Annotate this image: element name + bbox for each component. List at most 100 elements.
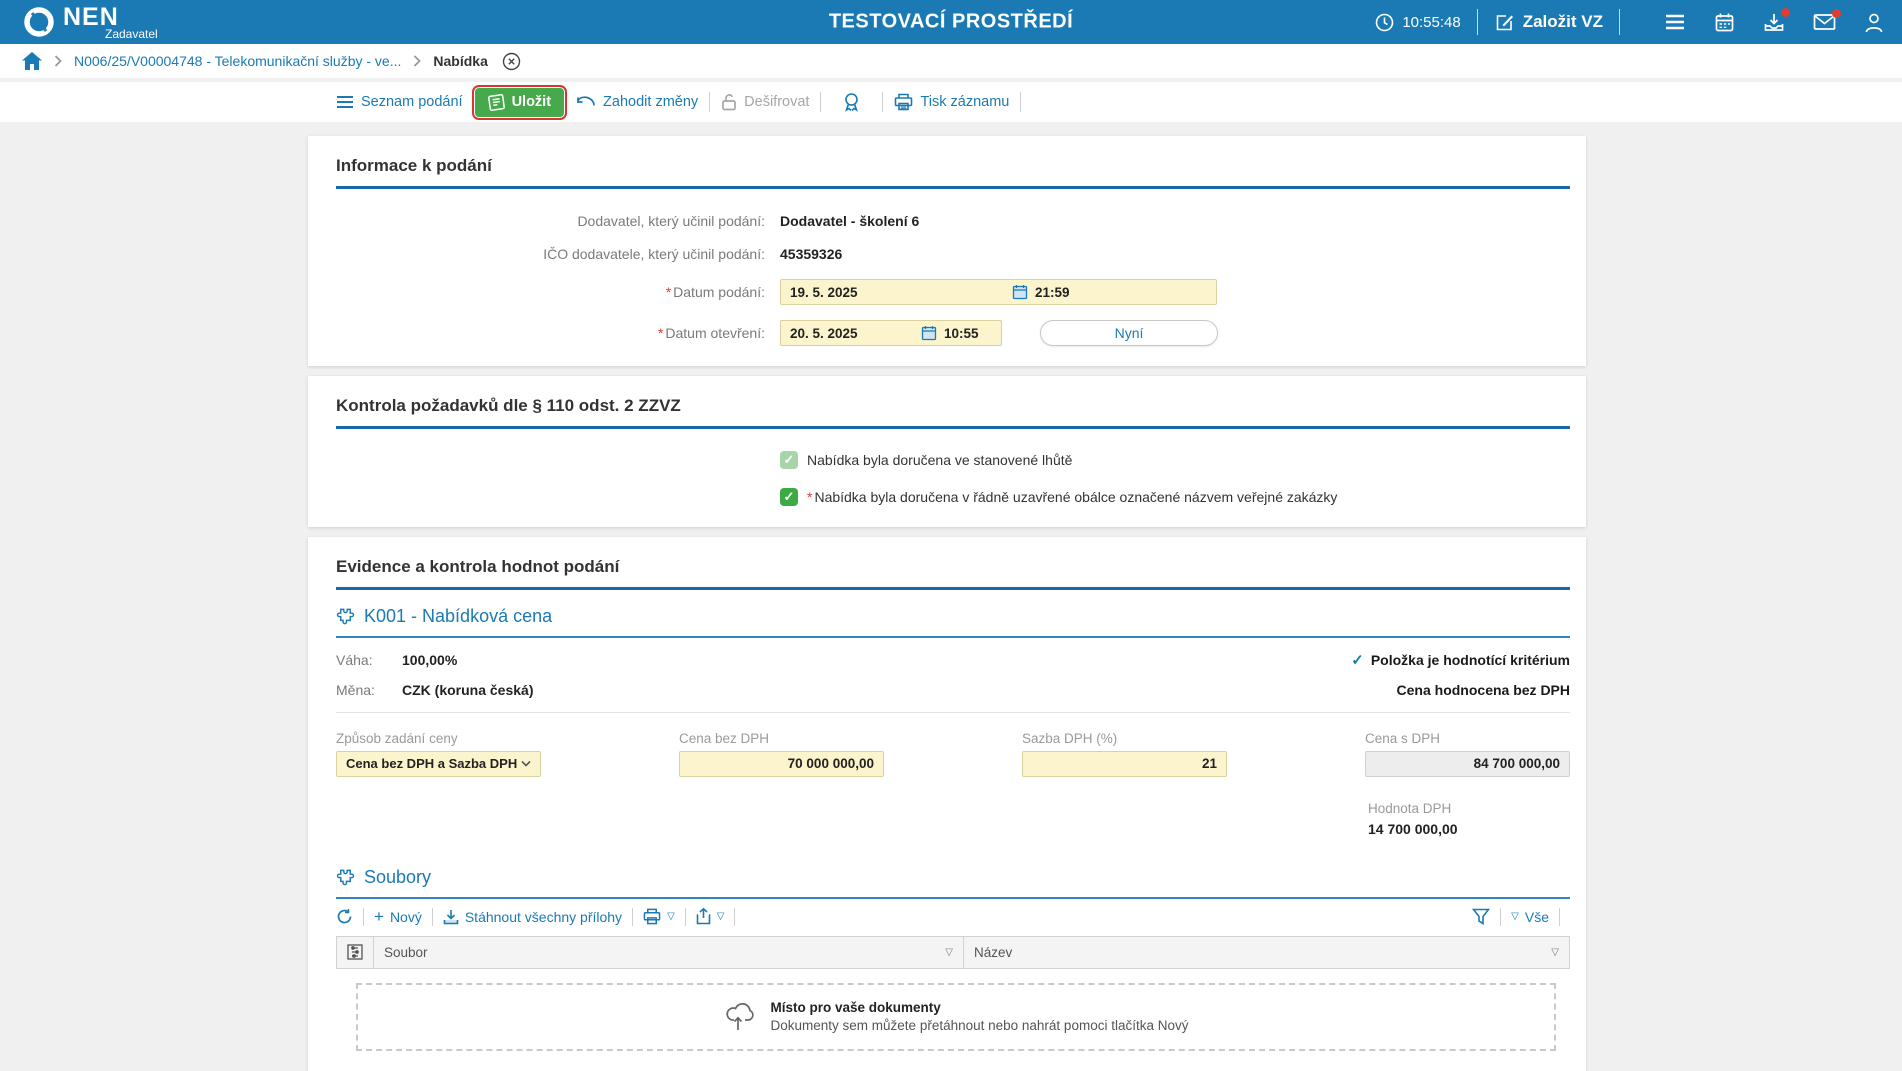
datum-podani-label: * Datum podání: bbox=[665, 284, 765, 300]
user-icon[interactable] bbox=[1864, 12, 1884, 33]
toolbar-divider bbox=[684, 907, 686, 926]
datum-otevreni-date-input[interactable]: 20. 5. 2025 bbox=[790, 325, 858, 341]
cena-bez-dph-input[interactable]: 70 000 000,00 bbox=[679, 750, 884, 777]
seznam-podani-button[interactable]: Seznam podání bbox=[336, 94, 463, 110]
datum-podani-date-input[interactable]: 19. 5. 2025 bbox=[790, 284, 858, 300]
brand-name: NEN bbox=[63, 2, 119, 31]
close-tab-icon[interactable] bbox=[502, 52, 521, 71]
menu-icon[interactable] bbox=[1664, 13, 1686, 31]
header-divider bbox=[1476, 9, 1478, 35]
column-settings-button[interactable] bbox=[337, 936, 374, 968]
dropdown-triangle-icon: ▽ bbox=[667, 911, 675, 923]
required-marker: * bbox=[665, 284, 672, 300]
view-all-filter[interactable]: ▽ Vše bbox=[1511, 909, 1549, 925]
datum-otevreni-field[interactable]: 20. 5. 2025 10:55 bbox=[780, 320, 1002, 346]
kontrola-section-title: Kontrola požadavků dle § 110 odst. 2 ZZV… bbox=[336, 396, 681, 415]
required-marker: * bbox=[807, 488, 813, 505]
create-vz-button[interactable]: Založit VZ bbox=[1494, 12, 1603, 33]
calendar-picker-icon[interactable] bbox=[921, 325, 937, 341]
datum-podani-time-input[interactable]: 21:59 bbox=[1035, 284, 1070, 300]
column-filter-icon[interactable]: ▽ bbox=[1551, 946, 1559, 958]
files-table-header: Soubor ▽ Název ▽ bbox=[336, 935, 1570, 969]
save-label: Uložit bbox=[511, 94, 552, 110]
sazba-dph-input[interactable]: 21 bbox=[1022, 750, 1227, 777]
ico-value: 45359326 bbox=[780, 246, 843, 262]
nen-logo[interactable]: NEN Zadavatel bbox=[22, 2, 158, 40]
column-header-soubor[interactable]: Soubor ▽ bbox=[374, 936, 964, 968]
header-divider bbox=[1619, 9, 1620, 35]
mena-label: Měna: bbox=[336, 681, 375, 698]
check1-label: Nabídka byla doručena ve stanovené lhůtě bbox=[807, 452, 1073, 468]
record-toolbar: Seznam podání Uložit Zahodit změny Dešif… bbox=[0, 82, 1902, 122]
toolbar-divider bbox=[882, 92, 884, 112]
column-label: Název bbox=[974, 944, 1013, 960]
create-vz-label: Založit VZ bbox=[1522, 12, 1603, 31]
nyni-button[interactable]: Nyní bbox=[1040, 320, 1218, 346]
toolbar-divider bbox=[709, 92, 711, 112]
mena-value: CZK (koruna česká) bbox=[402, 681, 534, 698]
top-header: NEN Zadavatel TESTOVACÍ PROSTŘEDÍ 10:55:… bbox=[0, 0, 1902, 44]
column-header-nazev[interactable]: Název ▽ bbox=[964, 937, 1569, 968]
decrypt-button: Dešifrovat bbox=[721, 93, 809, 111]
mail-icon[interactable] bbox=[1813, 9, 1841, 31]
files-toolbar: + Nový Stáhnout všechny přílohy ▽ bbox=[336, 907, 1570, 926]
checkbox-sealed-envelope[interactable]: ✓ bbox=[780, 487, 798, 506]
breadcrumb-case-link[interactable]: N006/25/V00004748 - Telekomunikační služ… bbox=[74, 53, 402, 69]
file-dropzone[interactable]: Místo pro vaše dokumenty Dokumenty sem m… bbox=[356, 982, 1556, 1051]
seal-icon[interactable] bbox=[832, 92, 871, 112]
k001-subsection-header: K001 - Nabídková cena bbox=[336, 590, 1570, 638]
environment-title: TESTOVACÍ PROSTŘEDÍ bbox=[828, 10, 1074, 33]
filter-icon[interactable] bbox=[1472, 908, 1491, 926]
calendar-picker-icon[interactable] bbox=[1012, 284, 1028, 300]
soubory-title[interactable]: Soubory bbox=[364, 866, 432, 887]
inbox-download-icon[interactable] bbox=[1763, 7, 1790, 33]
download-all-label: Stáhnout všechny přílohy bbox=[464, 908, 623, 925]
info-section: Informace k podání Dodavatel, který učin… bbox=[308, 136, 1586, 366]
print-files-button[interactable]: ▽ bbox=[643, 908, 675, 925]
clock-icon bbox=[1375, 13, 1394, 32]
section-rule bbox=[336, 426, 1570, 429]
dropdown-triangle-icon: ▽ bbox=[716, 911, 725, 923]
dph-note: Cena hodnocena bez DPH bbox=[1396, 681, 1570, 698]
refresh-icon[interactable] bbox=[336, 908, 353, 925]
calendar-icon[interactable] bbox=[1714, 12, 1735, 33]
zpusob-select[interactable]: Cena bez DPH a Sazba DPH bbox=[336, 750, 541, 777]
edit-icon bbox=[1494, 12, 1515, 33]
k001-title[interactable]: K001 - Nabídková cena bbox=[364, 605, 553, 626]
save-button[interactable]: Uložit bbox=[471, 84, 568, 120]
zpusob-label: Způsob zadání ceny bbox=[336, 730, 458, 746]
home-icon[interactable] bbox=[22, 52, 42, 70]
download-all-button[interactable]: Stáhnout všechny přílohy bbox=[443, 909, 622, 925]
evidence-section: Evidence a kontrola hodnot podání K001 -… bbox=[308, 536, 1586, 1071]
checkbox-delivered-in-time: ✓ bbox=[780, 451, 798, 469]
print-record-button[interactable]: Tisk záznamu bbox=[894, 93, 1009, 111]
toolbar-divider bbox=[431, 907, 433, 926]
zpusob-selected-value: Cena bez DPH a Sazba DPH bbox=[346, 756, 518, 772]
check-icon: ✓ bbox=[783, 452, 795, 467]
datum-podani-field[interactable]: 19. 5. 2025 21:59 bbox=[780, 279, 1217, 305]
datum-otevreni-time-input[interactable]: 10:55 bbox=[944, 325, 979, 341]
discard-changes-button[interactable]: Zahodit změny bbox=[576, 94, 698, 110]
chevron-down-icon bbox=[521, 760, 531, 767]
hodnota-dph-value: 14 700 000,00 bbox=[1368, 820, 1458, 837]
kriterium-note: ✓ Položka je hodnotící kritérium bbox=[1351, 651, 1570, 669]
sazba-dph-label: Sazba DPH (%) bbox=[1022, 730, 1118, 746]
new-file-label: Nový bbox=[389, 908, 422, 925]
hodnota-dph-block: Hodnota DPH 14 700 000,00 bbox=[1368, 801, 1570, 837]
breadcrumb-current-tab: Nabídka bbox=[433, 53, 488, 69]
cloud-upload-icon bbox=[724, 1000, 758, 1034]
new-file-button[interactable]: + Nový bbox=[374, 908, 422, 925]
print-record-label: Tisk záznamu bbox=[920, 94, 1010, 110]
toolbar-divider bbox=[820, 92, 822, 112]
dropdown-triangle-icon: ▽ bbox=[1511, 911, 1519, 923]
check2-label: * Nabídka byla doručena v řádně uzavřené … bbox=[807, 488, 1338, 505]
column-label: Soubor bbox=[384, 944, 428, 960]
toolbar-divider bbox=[1559, 907, 1560, 926]
column-filter-icon[interactable]: ▽ bbox=[945, 946, 953, 958]
toolbar-divider bbox=[734, 907, 736, 926]
export-button[interactable]: ▽ bbox=[696, 908, 725, 925]
cena-bez-dph-label: Cena bez DPH bbox=[679, 730, 770, 746]
divider bbox=[336, 711, 1570, 713]
supplier-label: Dodavatel, který učinil podání: bbox=[577, 213, 765, 229]
breadcrumb: N006/25/V00004748 - Telekomunikační služ… bbox=[0, 44, 1902, 78]
